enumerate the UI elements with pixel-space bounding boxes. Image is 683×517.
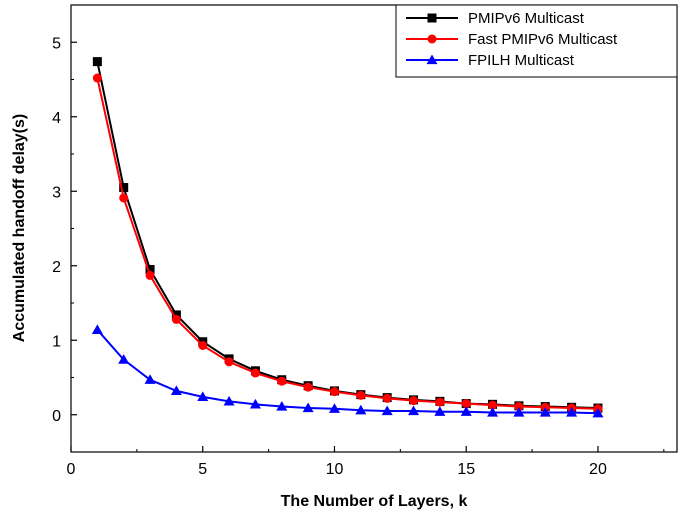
data-point (250, 368, 260, 378)
data-point (460, 406, 472, 416)
data-point (539, 407, 551, 417)
data-point (197, 391, 209, 401)
data-point (223, 395, 235, 406)
data-point (513, 407, 525, 417)
data-point (145, 264, 155, 274)
data-point (329, 387, 339, 397)
legend-item-1: PMIPv6 Multicast (406, 10, 585, 27)
data-point (435, 397, 445, 407)
series-line (96, 77, 598, 410)
data-point (514, 402, 524, 412)
data-point (144, 374, 156, 384)
data-point (461, 399, 471, 409)
data-point (434, 406, 446, 416)
data-point (92, 73, 102, 83)
series-1 (92, 57, 603, 413)
data-point (91, 324, 103, 334)
data-point (119, 193, 129, 203)
legend-label: Fast PMIPv6 Multicast (468, 31, 618, 48)
x-tick-label: 5 (198, 461, 207, 478)
series-2 (92, 73, 603, 414)
data-point (409, 396, 419, 406)
data-point (119, 183, 129, 193)
legend-swatch-marker (427, 34, 437, 44)
y-tick-label: 5 (52, 35, 61, 52)
data-point (171, 314, 181, 324)
legend-label: PMIPv6 Multicast (468, 10, 585, 27)
data-point (118, 354, 130, 364)
y-tick-label: 2 (52, 259, 61, 276)
data-point (356, 390, 366, 400)
data-point (382, 393, 392, 403)
y-tick-label: 4 (52, 110, 61, 127)
x-axis-title: The Number of Layers, k (281, 493, 468, 510)
x-tick-label: 20 (589, 461, 607, 478)
legend: PMIPv6 Multicast Fast PMIPv6 Multicast FPI… (395, 4, 678, 78)
data-point (303, 382, 313, 392)
x-tick-label: 15 (457, 461, 475, 478)
data-point (277, 376, 287, 386)
legend-item-3: FPILH Multicast (406, 52, 575, 69)
x-tick-label: 10 (326, 461, 344, 478)
y-tick-label: 1 (52, 333, 61, 350)
y-axis-title: Accumulated handoff delay(s) (11, 114, 28, 342)
series-line (96, 329, 598, 415)
data-point (92, 57, 102, 67)
series-3 (91, 324, 604, 418)
data-point (488, 400, 498, 410)
legend-label: FPILH Multicast (468, 52, 575, 69)
data-point (328, 403, 340, 413)
data-point (302, 402, 314, 413)
data-point (381, 405, 393, 416)
data-point (145, 270, 155, 280)
series-line (96, 61, 598, 410)
data-point (198, 340, 208, 350)
legend-swatch-marker (426, 54, 438, 65)
y-tick-label: 3 (52, 184, 61, 201)
x-axis-ticks: 0 5 10 15 20 (67, 446, 665, 478)
data-point (487, 407, 499, 417)
legend-swatch-marker (427, 13, 437, 23)
legend-item-2: Fast PMIPv6 Multicast (406, 31, 618, 48)
data-point (276, 401, 288, 411)
data-point (355, 404, 367, 415)
data-point (408, 405, 420, 416)
series-layer (91, 57, 604, 418)
data-point (224, 357, 234, 367)
data-point (592, 407, 604, 418)
data-point (566, 407, 578, 417)
legend-items: PMIPv6 Multicast Fast PMIPv6 Multicast FPI… (406, 10, 618, 69)
y-tick-label: 0 (52, 408, 61, 425)
y-axis-ticks: 0 1 2 3 4 5 (52, 4, 77, 453)
data-point (170, 385, 182, 396)
data-point (249, 398, 261, 409)
x-tick-label: 0 (67, 461, 76, 478)
